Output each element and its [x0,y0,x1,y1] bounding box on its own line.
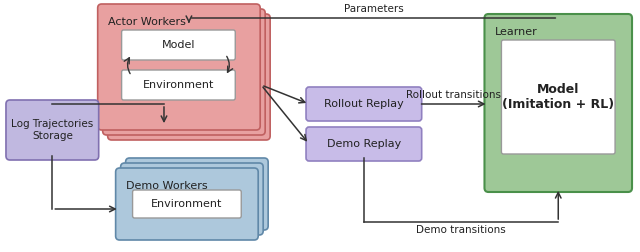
Text: Rollout transitions: Rollout transitions [406,90,501,100]
FancyBboxPatch shape [122,70,236,100]
FancyBboxPatch shape [108,14,270,140]
FancyBboxPatch shape [501,40,615,154]
FancyBboxPatch shape [116,168,258,240]
FancyBboxPatch shape [125,158,268,230]
FancyBboxPatch shape [98,4,260,130]
Text: Learner: Learner [495,27,537,37]
Text: Log Trajectories
Storage: Log Trajectories Storage [12,119,93,141]
Text: Environment: Environment [151,199,223,209]
Text: Demo Replay: Demo Replay [327,139,401,149]
Text: Demo transitions: Demo transitions [416,225,506,235]
FancyBboxPatch shape [306,87,422,121]
FancyBboxPatch shape [102,9,265,135]
FancyBboxPatch shape [484,14,632,192]
Text: Model: Model [162,40,195,50]
FancyBboxPatch shape [122,30,236,60]
Text: Model
(Imitation + RL): Model (Imitation + RL) [502,83,614,111]
Text: Demo Workers: Demo Workers [125,181,207,191]
FancyBboxPatch shape [6,100,99,160]
Text: Environment: Environment [143,80,214,90]
Text: Actor Workers: Actor Workers [108,17,186,27]
Text: Rollout Replay: Rollout Replay [324,99,404,109]
Text: Parameters: Parameters [344,4,403,14]
FancyBboxPatch shape [306,127,422,161]
FancyBboxPatch shape [132,190,241,218]
FancyBboxPatch shape [120,163,263,235]
